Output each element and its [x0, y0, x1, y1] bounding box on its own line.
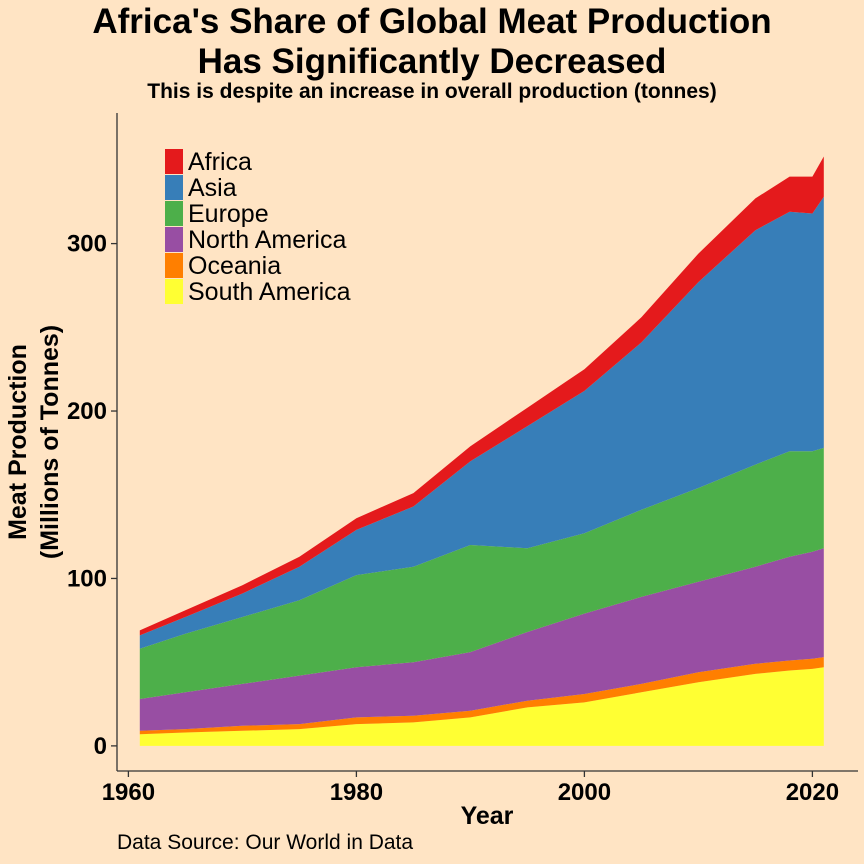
legend-key-oceania [165, 253, 183, 278]
legend-label-europe: Europe [188, 200, 269, 228]
area-asia [139, 196, 824, 649]
legend-key-europe [165, 201, 183, 226]
y-axis-title: Meat Production (Millions of Tonnes) [4, 325, 64, 559]
legend-label-oceania: Oceania [188, 252, 281, 280]
stacked-areas [139, 156, 824, 746]
chart-title: Africa's Share of Global Meat Production… [0, 2, 864, 82]
x-tick-label-2020: 2020 [786, 779, 839, 806]
area-africa [139, 156, 824, 636]
legend-label-asia: Asia [188, 174, 237, 202]
chart-subtitle: This is despite an increase in overall p… [147, 80, 717, 103]
legend-key-asia [165, 175, 183, 200]
legend-key-north-america [165, 227, 183, 252]
legend-label-south-america: South America [188, 278, 351, 306]
y-axis-title-line-1: Meat Production [4, 344, 32, 540]
x-tick-label-1980: 1980 [330, 779, 383, 806]
x-tick-label-1960: 1960 [102, 779, 155, 806]
y-axis-title-line-2: (Millions of Tonnes) [36, 325, 64, 559]
x-tick-label-2000: 2000 [558, 779, 611, 806]
y-axis-ticks: 0 100 200 300 [67, 231, 117, 760]
y-tick-label-200: 200 [67, 398, 107, 425]
area-oceania [139, 657, 824, 735]
y-tick-label-0: 0 [94, 733, 107, 760]
x-axis-title: Year [461, 802, 514, 830]
legend-label-north-america: North America [188, 226, 346, 254]
legend-key-africa [165, 149, 183, 174]
chart-title-line-2: Has Significantly Decreased [197, 42, 667, 81]
area-south-america [139, 667, 824, 746]
legend-key-south-america [165, 279, 183, 304]
x-axis-ticks: 1960 1980 2000 2020 [102, 771, 839, 806]
y-tick-label-100: 100 [67, 565, 107, 592]
y-tick-label-300: 300 [67, 231, 107, 258]
chart-title-line-1: Africa's Share of Global Meat Production [92, 2, 772, 41]
legend-label-africa: Africa [188, 148, 252, 176]
data-source-caption: Data Source: Our World in Data [117, 831, 414, 854]
area-europe [139, 447, 824, 699]
area-north-america [139, 548, 824, 731]
axes [116, 113, 858, 772]
